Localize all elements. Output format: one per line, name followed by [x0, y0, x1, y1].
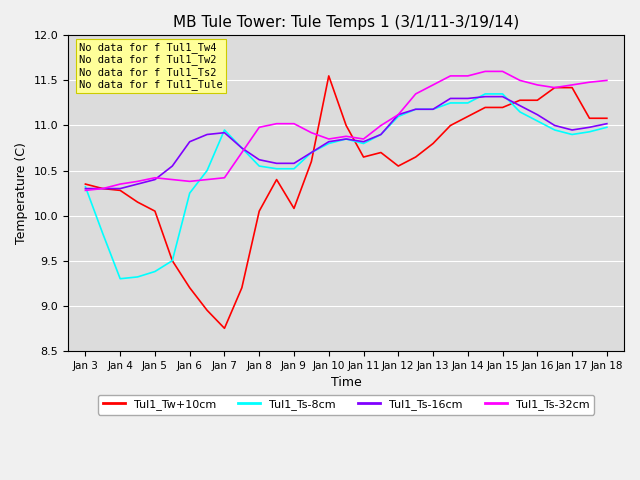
Y-axis label: Temperature (C): Temperature (C) [15, 142, 28, 244]
X-axis label: Time: Time [331, 376, 362, 389]
Title: MB Tule Tower: Tule Temps 1 (3/1/11-3/19/14): MB Tule Tower: Tule Temps 1 (3/1/11-3/19… [173, 15, 519, 30]
Legend: Tul1_Tw+10cm, Tul1_Ts-8cm, Tul1_Ts-16cm, Tul1_Ts-32cm: Tul1_Tw+10cm, Tul1_Ts-8cm, Tul1_Ts-16cm,… [98, 395, 594, 415]
Text: No data for f Tul1_Tw4
No data for f Tul1_Tw2
No data for f Tul1_Ts2
No data for: No data for f Tul1_Tw4 No data for f Tul… [79, 42, 223, 90]
